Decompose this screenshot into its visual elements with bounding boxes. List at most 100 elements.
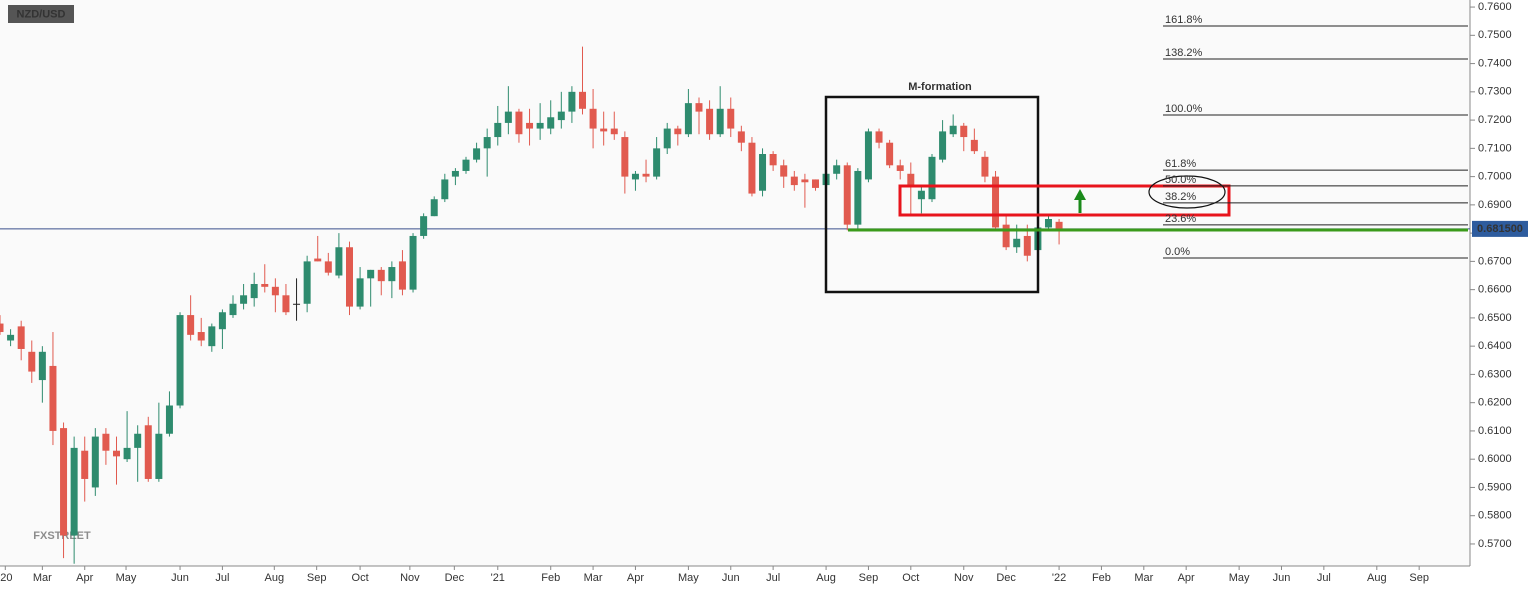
candle-body: [38, 351, 46, 381]
candle-body: [155, 433, 163, 479]
candle-body: [737, 131, 745, 143]
candle-body: [165, 405, 173, 434]
candle-body: [176, 315, 184, 406]
candle-body: [992, 176, 1000, 228]
candle-body: [526, 122, 534, 129]
y-tick-label: 0.6900: [1478, 199, 1512, 211]
candle-body: [631, 173, 639, 180]
candle-body: [123, 447, 131, 460]
candle-body: [939, 131, 947, 160]
highlight-ellipse: [1148, 175, 1226, 209]
candle-body: [674, 128, 682, 135]
candle-body: [854, 170, 862, 225]
candle-body: [811, 179, 819, 188]
x-tick-label: Sep: [307, 572, 327, 584]
candle-body: [271, 286, 279, 296]
candle-body: [250, 283, 258, 299]
candle-body: [377, 269, 385, 282]
candle-body: [642, 173, 650, 177]
candle-body: [0, 323, 4, 333]
candle-body: [706, 108, 714, 135]
y-tick-label: 0.7000: [1478, 171, 1512, 183]
x-tick-label: Oct: [902, 572, 919, 584]
y-tick-label: 0.6600: [1478, 284, 1512, 296]
candle-body: [1055, 221, 1063, 229]
candle-body: [981, 156, 989, 177]
plot-area: [0, 46, 1470, 564]
pattern-box: [824, 95, 1040, 294]
candle-body: [801, 179, 809, 183]
candle-body: [462, 159, 470, 171]
candle-body: [547, 117, 555, 129]
candle-body: [240, 295, 248, 304]
candle-body: [314, 258, 322, 262]
symbol-box: [8, 5, 74, 23]
candle-body: [1044, 218, 1052, 228]
fib-label: 0.0%: [1165, 246, 1190, 258]
candle-body: [663, 128, 671, 149]
x-tick-label: Nov: [400, 572, 420, 584]
last-price-box: [1472, 220, 1528, 237]
y-tick-label: 0.7500: [1478, 29, 1512, 41]
y-tick-label: 0.7200: [1478, 114, 1512, 126]
y-tick-label: 0.6500: [1478, 312, 1512, 324]
candle-body: [420, 216, 428, 236]
candle-body: [684, 103, 692, 135]
y-tick-label: 0.6400: [1478, 340, 1512, 352]
candle-body: [197, 332, 205, 341]
candle-body: [218, 312, 226, 330]
x-tick-label: Mar: [1134, 572, 1153, 584]
x-tick-label: Jul: [766, 572, 780, 584]
y-tick-label: 0.5700: [1478, 538, 1512, 550]
fib-label: 161.8%: [1165, 14, 1203, 26]
x-tick-label: Aug: [265, 572, 285, 584]
x-tick-label: Apr: [627, 572, 644, 584]
candle-body: [896, 165, 904, 171]
candle-body: [261, 283, 269, 287]
candle-body: [1002, 224, 1010, 248]
candle-body: [112, 450, 120, 457]
candle-body: [229, 303, 237, 316]
candle-body: [515, 111, 523, 135]
y-tick-label: 0.5800: [1478, 510, 1512, 522]
candle-body: [780, 165, 788, 177]
candle-body: [928, 156, 936, 200]
candle-body: [441, 179, 449, 200]
x-tick-label: Mar: [584, 572, 603, 584]
candle-body: [621, 137, 629, 177]
y-tick-label: 0.6700: [1478, 255, 1512, 267]
candle-body: [907, 173, 915, 186]
y-tick-label: 0.6100: [1478, 425, 1512, 437]
candle-body: [536, 122, 544, 129]
candle-body: [473, 148, 481, 160]
x-tick-label: Mar: [33, 572, 52, 584]
candle-body: [960, 125, 968, 138]
fib-label: 38.2%: [1165, 191, 1196, 203]
candle-body: [653, 148, 661, 177]
x-tick-label: May: [116, 572, 137, 584]
candle-body: [17, 326, 25, 349]
candle-body: [345, 247, 353, 307]
x-tick-label: May: [1229, 572, 1250, 584]
candle-body: [208, 326, 216, 347]
candle-body: [102, 433, 110, 451]
candle-body: [430, 199, 438, 217]
candle-body: [60, 428, 68, 536]
candle-body: [843, 165, 851, 225]
candle-body: [759, 154, 767, 191]
candle-body: [388, 267, 396, 282]
candle-body: [1013, 238, 1021, 248]
fib-label: 61.8%: [1165, 158, 1196, 170]
candle-body: [335, 247, 343, 276]
candle-body: [49, 365, 57, 431]
candle-body: [356, 278, 364, 307]
candle-body: [790, 176, 798, 186]
x-tick-label: Nov: [954, 572, 974, 584]
candle-body: [282, 295, 290, 313]
x-tick-label: Apr: [76, 572, 93, 584]
resistance-zone: [898, 184, 1231, 217]
x-tick-label: Sep: [859, 572, 879, 584]
candle-body: [557, 111, 565, 121]
candle-body: [886, 142, 894, 166]
x-tick-label: Jun: [171, 572, 189, 584]
